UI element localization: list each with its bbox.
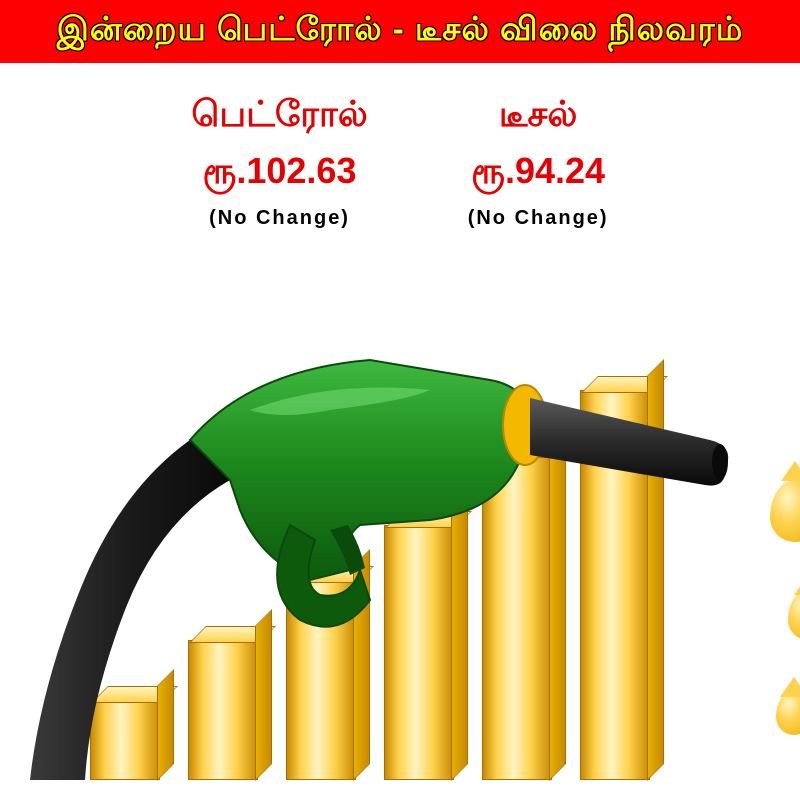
- fuel-nozzle-icon: [30, 310, 770, 800]
- petrol-block: பெட்ரோல் ரூ.102.63 (No Change): [191, 93, 367, 230]
- petrol-status: (No Change): [191, 207, 367, 230]
- diesel-block: டீசல் ரூ.94.24 (No Change): [468, 93, 609, 230]
- petrol-price: ரூ.102.63: [191, 150, 367, 197]
- chart-area: [0, 310, 800, 800]
- price-row: பெட்ரோல் ரூ.102.63 (No Change) டீசல் ரூ.…: [0, 93, 800, 230]
- oil-drop-icon: [776, 690, 800, 735]
- diesel-label: டீசல்: [468, 93, 609, 140]
- oil-drop-icon: [788, 590, 800, 640]
- spout-tip: [712, 444, 728, 480]
- header-banner: இன்றைய பெட்ரோல் - டீசல் விலை நிலவரம்: [0, 0, 800, 63]
- oil-drop-icon: [770, 480, 800, 542]
- page-title: இன்றைய பெட்ரோல் - டீசல் விலை நிலவரம்: [0, 10, 800, 53]
- diesel-status: (No Change): [468, 207, 609, 230]
- diesel-price: ரூ.94.24: [468, 150, 609, 197]
- petrol-label: பெட்ரோல்: [191, 93, 367, 140]
- hose: [30, 440, 230, 780]
- spout: [530, 398, 728, 486]
